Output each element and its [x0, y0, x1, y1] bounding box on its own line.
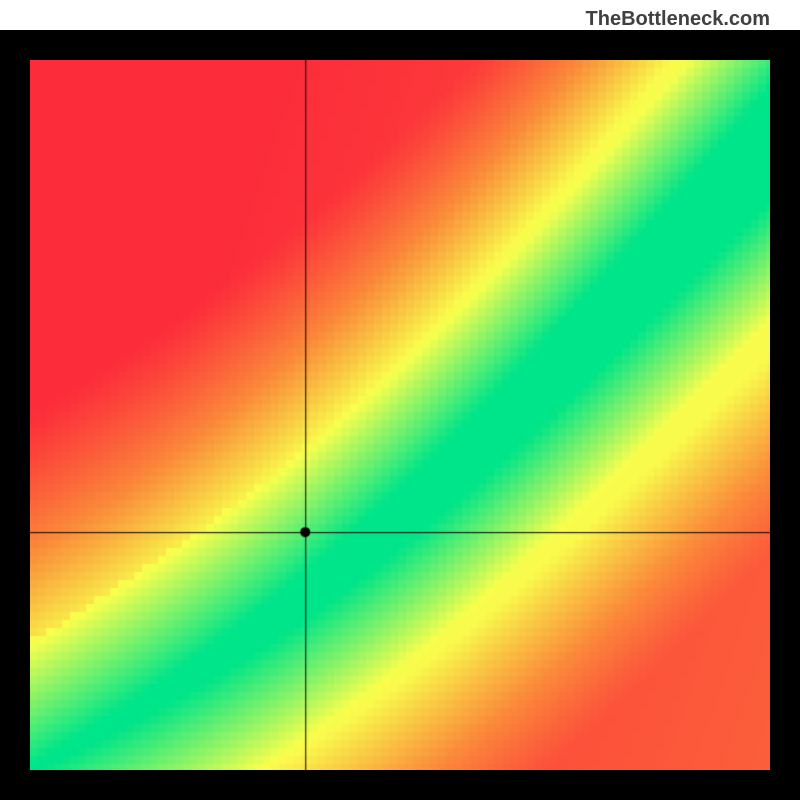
frame-left	[0, 30, 30, 800]
chart-container: TheBottleneck.com	[0, 0, 800, 800]
bottleneck-heatmap	[30, 60, 770, 770]
frame-bottom	[0, 770, 800, 800]
frame-right	[770, 30, 800, 800]
watermark-text: TheBottleneck.com	[586, 8, 770, 31]
frame-top	[0, 30, 800, 60]
